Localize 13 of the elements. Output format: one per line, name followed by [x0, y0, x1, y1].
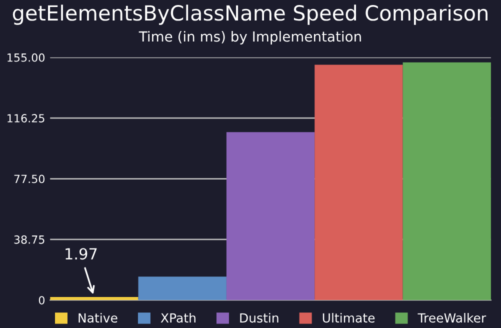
y-tick-label: 155.00 [8, 53, 44, 62]
legend-label: Native [78, 312, 118, 323]
legend-label: Dustin [240, 312, 278, 323]
legend-label: TreeWalker [418, 312, 486, 323]
y-tick-label: 116.25 [8, 114, 44, 122]
chart-subtitle: Time (in ms) by Implementation [138, 31, 361, 44]
y-tick-label: 77.50 [14, 174, 44, 184]
y-tick-label: 0 [38, 296, 44, 304]
data-label: 1.97 [66, 248, 97, 260]
legend-label: Ultimate [322, 312, 375, 323]
y-tick-label: 38.75 [14, 235, 44, 244]
chart-title: getElementsByClassName Speed Comparison [12, 4, 488, 25]
legend-label: XPath [160, 312, 196, 323]
